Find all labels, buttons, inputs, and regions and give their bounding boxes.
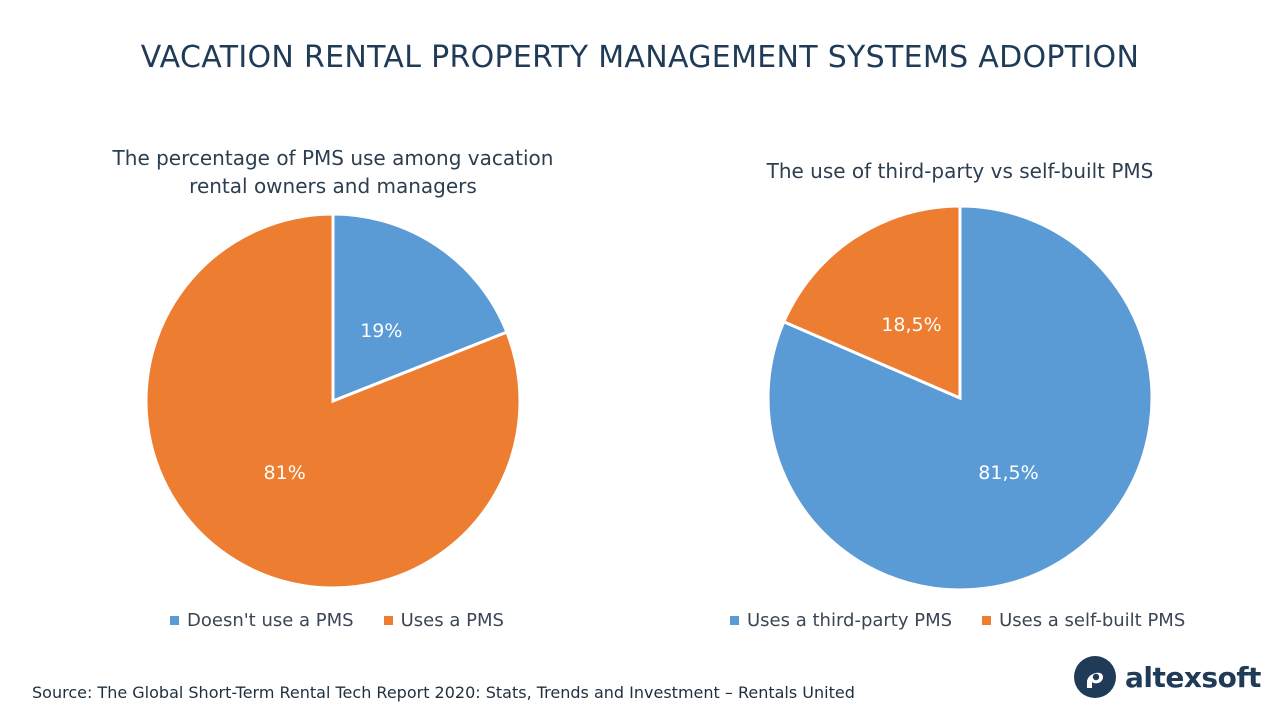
chart-third-party-vs-self-built: The use of third-party vs self-built PMS…	[640, 0, 1280, 650]
legend-label: Uses a third-party PMS	[747, 610, 953, 631]
chart-title: The percentage of PMS use among vacation…	[60, 144, 606, 200]
pie-slice	[144, 212, 522, 590]
legend: Doesn't use a PMS Uses a PMS	[170, 610, 504, 631]
legend-label: Uses a self-built PMS	[999, 610, 1186, 631]
legend-swatch	[982, 616, 992, 625]
chart-title-line: The percentage of PMS use among vacation	[112, 146, 554, 170]
pie-data-label: 18,5%	[881, 314, 941, 336]
legend-label: Uses a PMS	[400, 610, 504, 631]
pie-data-label: 19%	[360, 320, 402, 342]
legend-item: Doesn't use a PMS	[170, 610, 354, 631]
pie-slice	[781, 204, 962, 401]
legend-item: Uses a self-built PMS	[982, 610, 1185, 631]
legend-swatch	[730, 616, 739, 625]
legend: Uses a third-party PMS Uses a self-built…	[730, 610, 1185, 631]
legend-item: Uses a third-party PMS	[730, 610, 952, 631]
chart-title-line: rental owners and managers	[189, 174, 477, 198]
pie-data-label: 81%	[264, 462, 306, 484]
pie-slice	[331, 212, 509, 404]
pie-chart-third-party-vs-self-built: 81,5% 18,5%	[766, 204, 1154, 592]
source-note: Source: The Global Short-Term Rental Tec…	[32, 683, 855, 702]
chart-title-line: The use of third-party vs self-built PMS	[766, 159, 1154, 183]
pie-data-label: 81,5%	[978, 462, 1038, 484]
logo-text: altexsoft	[1125, 660, 1261, 694]
page-title: VACATION RENTAL PROPERTY MANAGEMENT SYST…	[140, 40, 1140, 75]
legend-item: Uses a PMS	[383, 610, 504, 631]
altexsoft-logo[interactable]: altexsoft	[1073, 655, 1261, 699]
pie-chart-pms-use: 19% 81%	[144, 212, 522, 590]
chart-pms-use: The percentage of PMS use among vacation…	[0, 0, 640, 650]
pie-slice	[766, 204, 1154, 592]
legend-label: Doesn't use a PMS	[187, 610, 354, 631]
altexsoft-logo-icon	[1074, 656, 1116, 698]
legend-swatch	[383, 616, 393, 625]
chart-title: The use of third-party vs self-built PMS	[680, 157, 1240, 185]
legend-swatch	[170, 616, 179, 625]
